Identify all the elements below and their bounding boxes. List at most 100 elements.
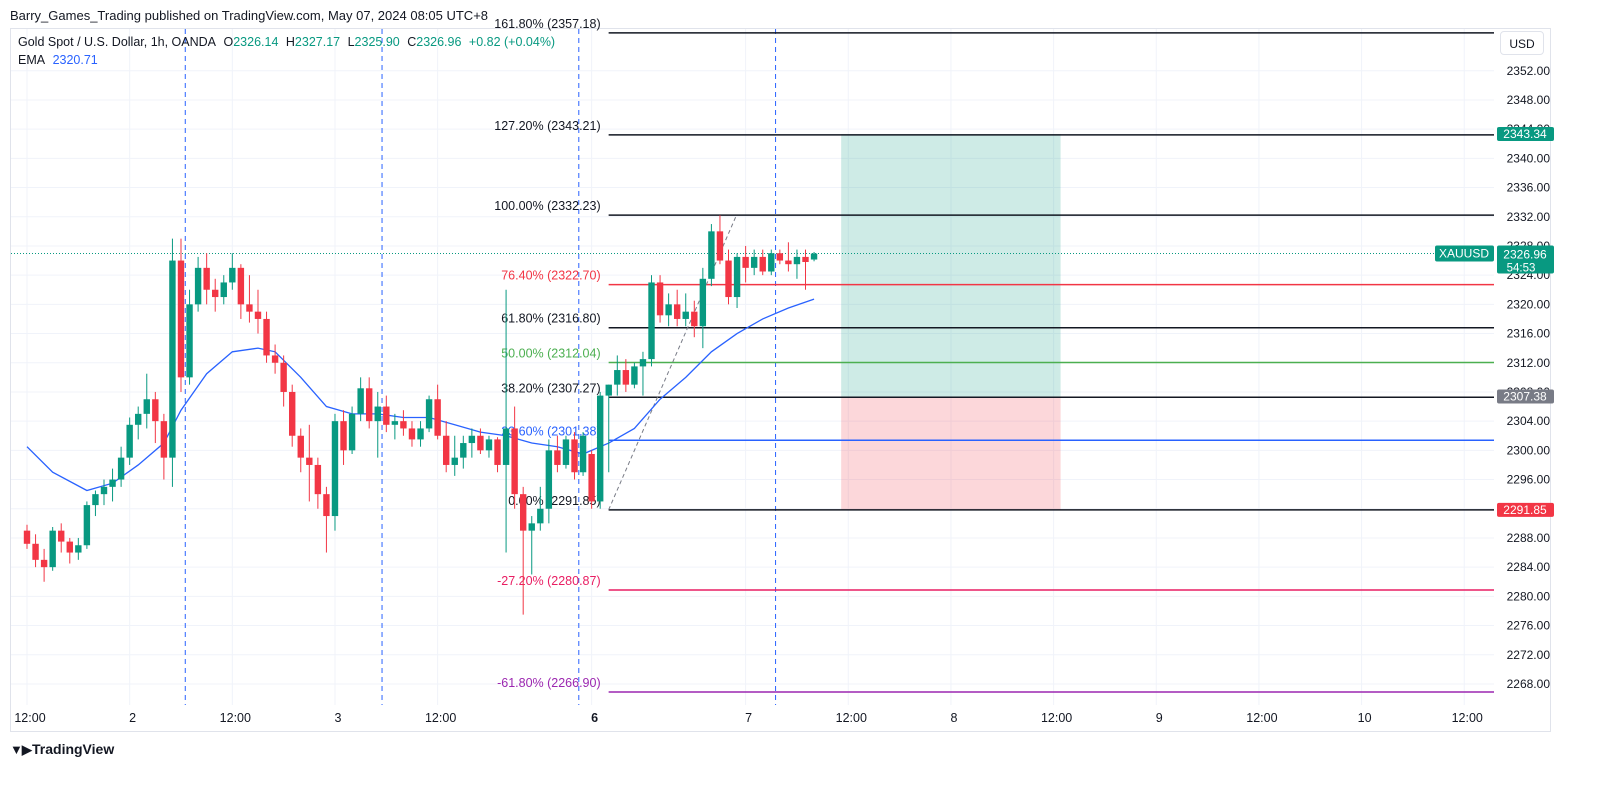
candle-body [519, 494, 527, 531]
candle-body [545, 450, 553, 509]
candle-body [271, 355, 279, 363]
candle-body [716, 231, 724, 261]
fib-level-label: 38.20% (2307.27) [501, 381, 600, 395]
candle-body [528, 523, 535, 531]
candle-body [246, 304, 253, 312]
candle-body [571, 439, 578, 473]
candle-body [117, 457, 125, 480]
y-tick-label: 2320.00 [1507, 297, 1551, 311]
tradingview-logo-icon: ▼▶ [10, 742, 32, 757]
candle-body [383, 406, 390, 425]
symbol-tag: XAUUSD [1439, 247, 1489, 261]
fib-level-label: 50.00% (2312.04) [501, 346, 600, 360]
candle-body [554, 450, 561, 465]
candle-body [691, 311, 698, 327]
candle-body [306, 457, 313, 465]
candle-body [374, 406, 381, 422]
ema-legend[interactable]: EMA 2320.71 [18, 53, 102, 67]
candle-body [280, 362, 287, 392]
candle-body [314, 464, 322, 495]
x-tick-label: 12:00 [425, 711, 456, 725]
candle-body [579, 435, 587, 473]
candle-body [177, 260, 185, 378]
candle-body [768, 253, 775, 272]
candle-body [511, 428, 518, 495]
candle-body [725, 260, 732, 298]
candle-body [537, 508, 544, 524]
x-tick-label: 7 [745, 711, 752, 725]
candle-body [340, 421, 347, 451]
publisher-line: Barry_Games_Trading published on Trading… [10, 8, 489, 23]
y-tick-label: 2300.00 [1507, 443, 1551, 457]
y-tick-label: 2272.00 [1507, 648, 1551, 662]
candle-body [331, 421, 339, 517]
candle-body [605, 384, 612, 396]
candle-body [451, 457, 458, 465]
candle-body [391, 421, 399, 425]
fib-level-label: 76.40% (2322.70) [501, 269, 600, 283]
candle-body [417, 428, 424, 440]
brand-name: TradingView [32, 741, 115, 757]
candle-body [502, 428, 510, 465]
candle-body [348, 413, 356, 451]
candle-body [23, 530, 31, 544]
fib-level-label: 127.20% (2343.21) [494, 119, 600, 133]
candle-body [631, 366, 638, 385]
candle-body [186, 304, 193, 378]
position-target-zone [841, 133, 1061, 397]
y-tick-label: 2348.00 [1507, 93, 1551, 107]
candle-body [673, 304, 681, 319]
candle-body [614, 370, 621, 385]
y-tick-label: 2336.00 [1507, 181, 1551, 195]
candle-body [49, 530, 56, 568]
candle-body [220, 282, 227, 298]
candle-body [254, 311, 262, 319]
x-tick-label: 3 [335, 711, 342, 725]
position-stop-zone [841, 396, 1061, 510]
fib-level-label: 0.00% (2291.85) [508, 494, 600, 508]
candle-body [212, 289, 219, 298]
candle-body [75, 545, 82, 553]
candle-body [802, 256, 809, 263]
candle-body [425, 399, 433, 429]
candle-body [648, 282, 655, 360]
x-tick-label: 12:00 [1041, 711, 1072, 725]
chart-frame [10, 28, 1551, 732]
candle-body [477, 435, 484, 451]
price-change: +0.82 (+0.04%) [468, 35, 556, 49]
candle-body [793, 256, 801, 265]
x-tick-label: 2 [129, 711, 136, 725]
ohlc-low: L2325.90 [347, 35, 400, 49]
candle-body [562, 439, 570, 465]
price-tag: 2307.38 [1503, 389, 1547, 403]
currency-button[interactable]: USD [1500, 31, 1544, 55]
symbol-tag-bg [1435, 245, 1494, 262]
y-tick-label: 2268.00 [1507, 677, 1551, 691]
y-tick-label: 2312.00 [1507, 356, 1551, 370]
price-tag-bg [1497, 502, 1554, 517]
symbol-legend: Gold Spot / U.S. Dollar, 1h, OANDA O2326… [18, 35, 559, 49]
candle-body [229, 267, 236, 283]
candle-body [785, 260, 792, 265]
candle-body [160, 421, 168, 458]
candle-body [494, 439, 501, 465]
candle-body [289, 391, 296, 436]
x-tick-label: 8 [950, 711, 957, 725]
price-tag-bg [1497, 126, 1554, 141]
x-tick-label: 12:00 [220, 711, 251, 725]
candle-body [750, 256, 758, 268]
y-tick-label: 2276.00 [1507, 619, 1551, 633]
candle-body [366, 388, 373, 422]
x-tick-label: 9 [1156, 711, 1163, 725]
ema-value: 2320.71 [52, 53, 98, 67]
x-tick-label: 12:00 [1452, 711, 1483, 725]
candle-body [776, 253, 784, 261]
y-tick-label: 2340.00 [1507, 151, 1551, 165]
y-tick-label: 2284.00 [1507, 560, 1551, 574]
last-price-tag-bg [1497, 245, 1554, 274]
x-tick-label: 12:00 [836, 711, 867, 725]
fib-level-label: 100.00% (2332.23) [494, 199, 600, 213]
y-tick-label: 2316.00 [1507, 327, 1551, 341]
x-tick-label: 10 [1358, 711, 1372, 725]
